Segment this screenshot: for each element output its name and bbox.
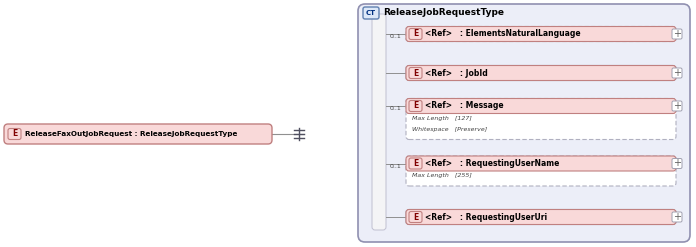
FancyBboxPatch shape [406, 99, 676, 114]
Text: +: + [673, 29, 681, 39]
FancyBboxPatch shape [406, 156, 676, 186]
Text: E: E [12, 129, 17, 139]
FancyBboxPatch shape [409, 158, 422, 169]
Text: E: E [413, 68, 418, 78]
Text: Max Length   [255]: Max Length [255] [412, 173, 472, 179]
FancyBboxPatch shape [409, 67, 422, 79]
Text: 0..1: 0..1 [390, 106, 402, 111]
Text: <Ref>   : JobId: <Ref> : JobId [425, 68, 488, 78]
Text: <Ref>   : RequestingUserName: <Ref> : RequestingUserName [425, 159, 560, 168]
FancyBboxPatch shape [672, 101, 682, 111]
Text: E: E [413, 159, 418, 168]
FancyBboxPatch shape [672, 212, 682, 222]
FancyBboxPatch shape [406, 209, 676, 225]
Text: <Ref>   : RequestingUserUri: <Ref> : RequestingUserUri [425, 212, 547, 222]
FancyBboxPatch shape [4, 124, 272, 144]
FancyBboxPatch shape [406, 99, 676, 140]
Text: +: + [673, 212, 681, 222]
Text: E: E [413, 29, 418, 39]
Text: +: + [673, 68, 681, 78]
FancyBboxPatch shape [406, 209, 676, 225]
Text: ReleaseJobRequestType: ReleaseJobRequestType [383, 8, 504, 18]
FancyBboxPatch shape [409, 211, 422, 223]
Text: <Ref>   : ElementsNaturalLanguage: <Ref> : ElementsNaturalLanguage [425, 29, 580, 39]
FancyBboxPatch shape [358, 4, 690, 242]
Text: E: E [413, 212, 418, 222]
Text: E: E [413, 102, 418, 110]
Text: +: + [673, 101, 681, 111]
FancyBboxPatch shape [409, 101, 422, 111]
FancyBboxPatch shape [363, 7, 379, 19]
Text: ReleaseFaxOutJobRequest : ReleaseJobRequestType: ReleaseFaxOutJobRequest : ReleaseJobRequ… [25, 131, 237, 137]
FancyBboxPatch shape [672, 159, 682, 168]
Text: <Ref>   : Message: <Ref> : Message [425, 102, 504, 110]
FancyBboxPatch shape [406, 65, 676, 81]
Text: +: + [673, 159, 681, 168]
Text: 0..1: 0..1 [390, 35, 402, 40]
FancyBboxPatch shape [406, 26, 676, 41]
FancyBboxPatch shape [372, 14, 386, 230]
Text: CT: CT [366, 10, 376, 16]
FancyBboxPatch shape [672, 29, 682, 39]
FancyBboxPatch shape [409, 28, 422, 40]
Text: 0..1: 0..1 [390, 164, 402, 169]
FancyBboxPatch shape [8, 128, 21, 140]
FancyBboxPatch shape [672, 68, 682, 78]
FancyBboxPatch shape [406, 156, 676, 171]
Text: Max Length   [127]: Max Length [127] [412, 116, 472, 121]
FancyBboxPatch shape [406, 65, 676, 81]
FancyBboxPatch shape [406, 26, 676, 41]
Text: Whitespace   [Preserve]: Whitespace [Preserve] [412, 127, 487, 132]
